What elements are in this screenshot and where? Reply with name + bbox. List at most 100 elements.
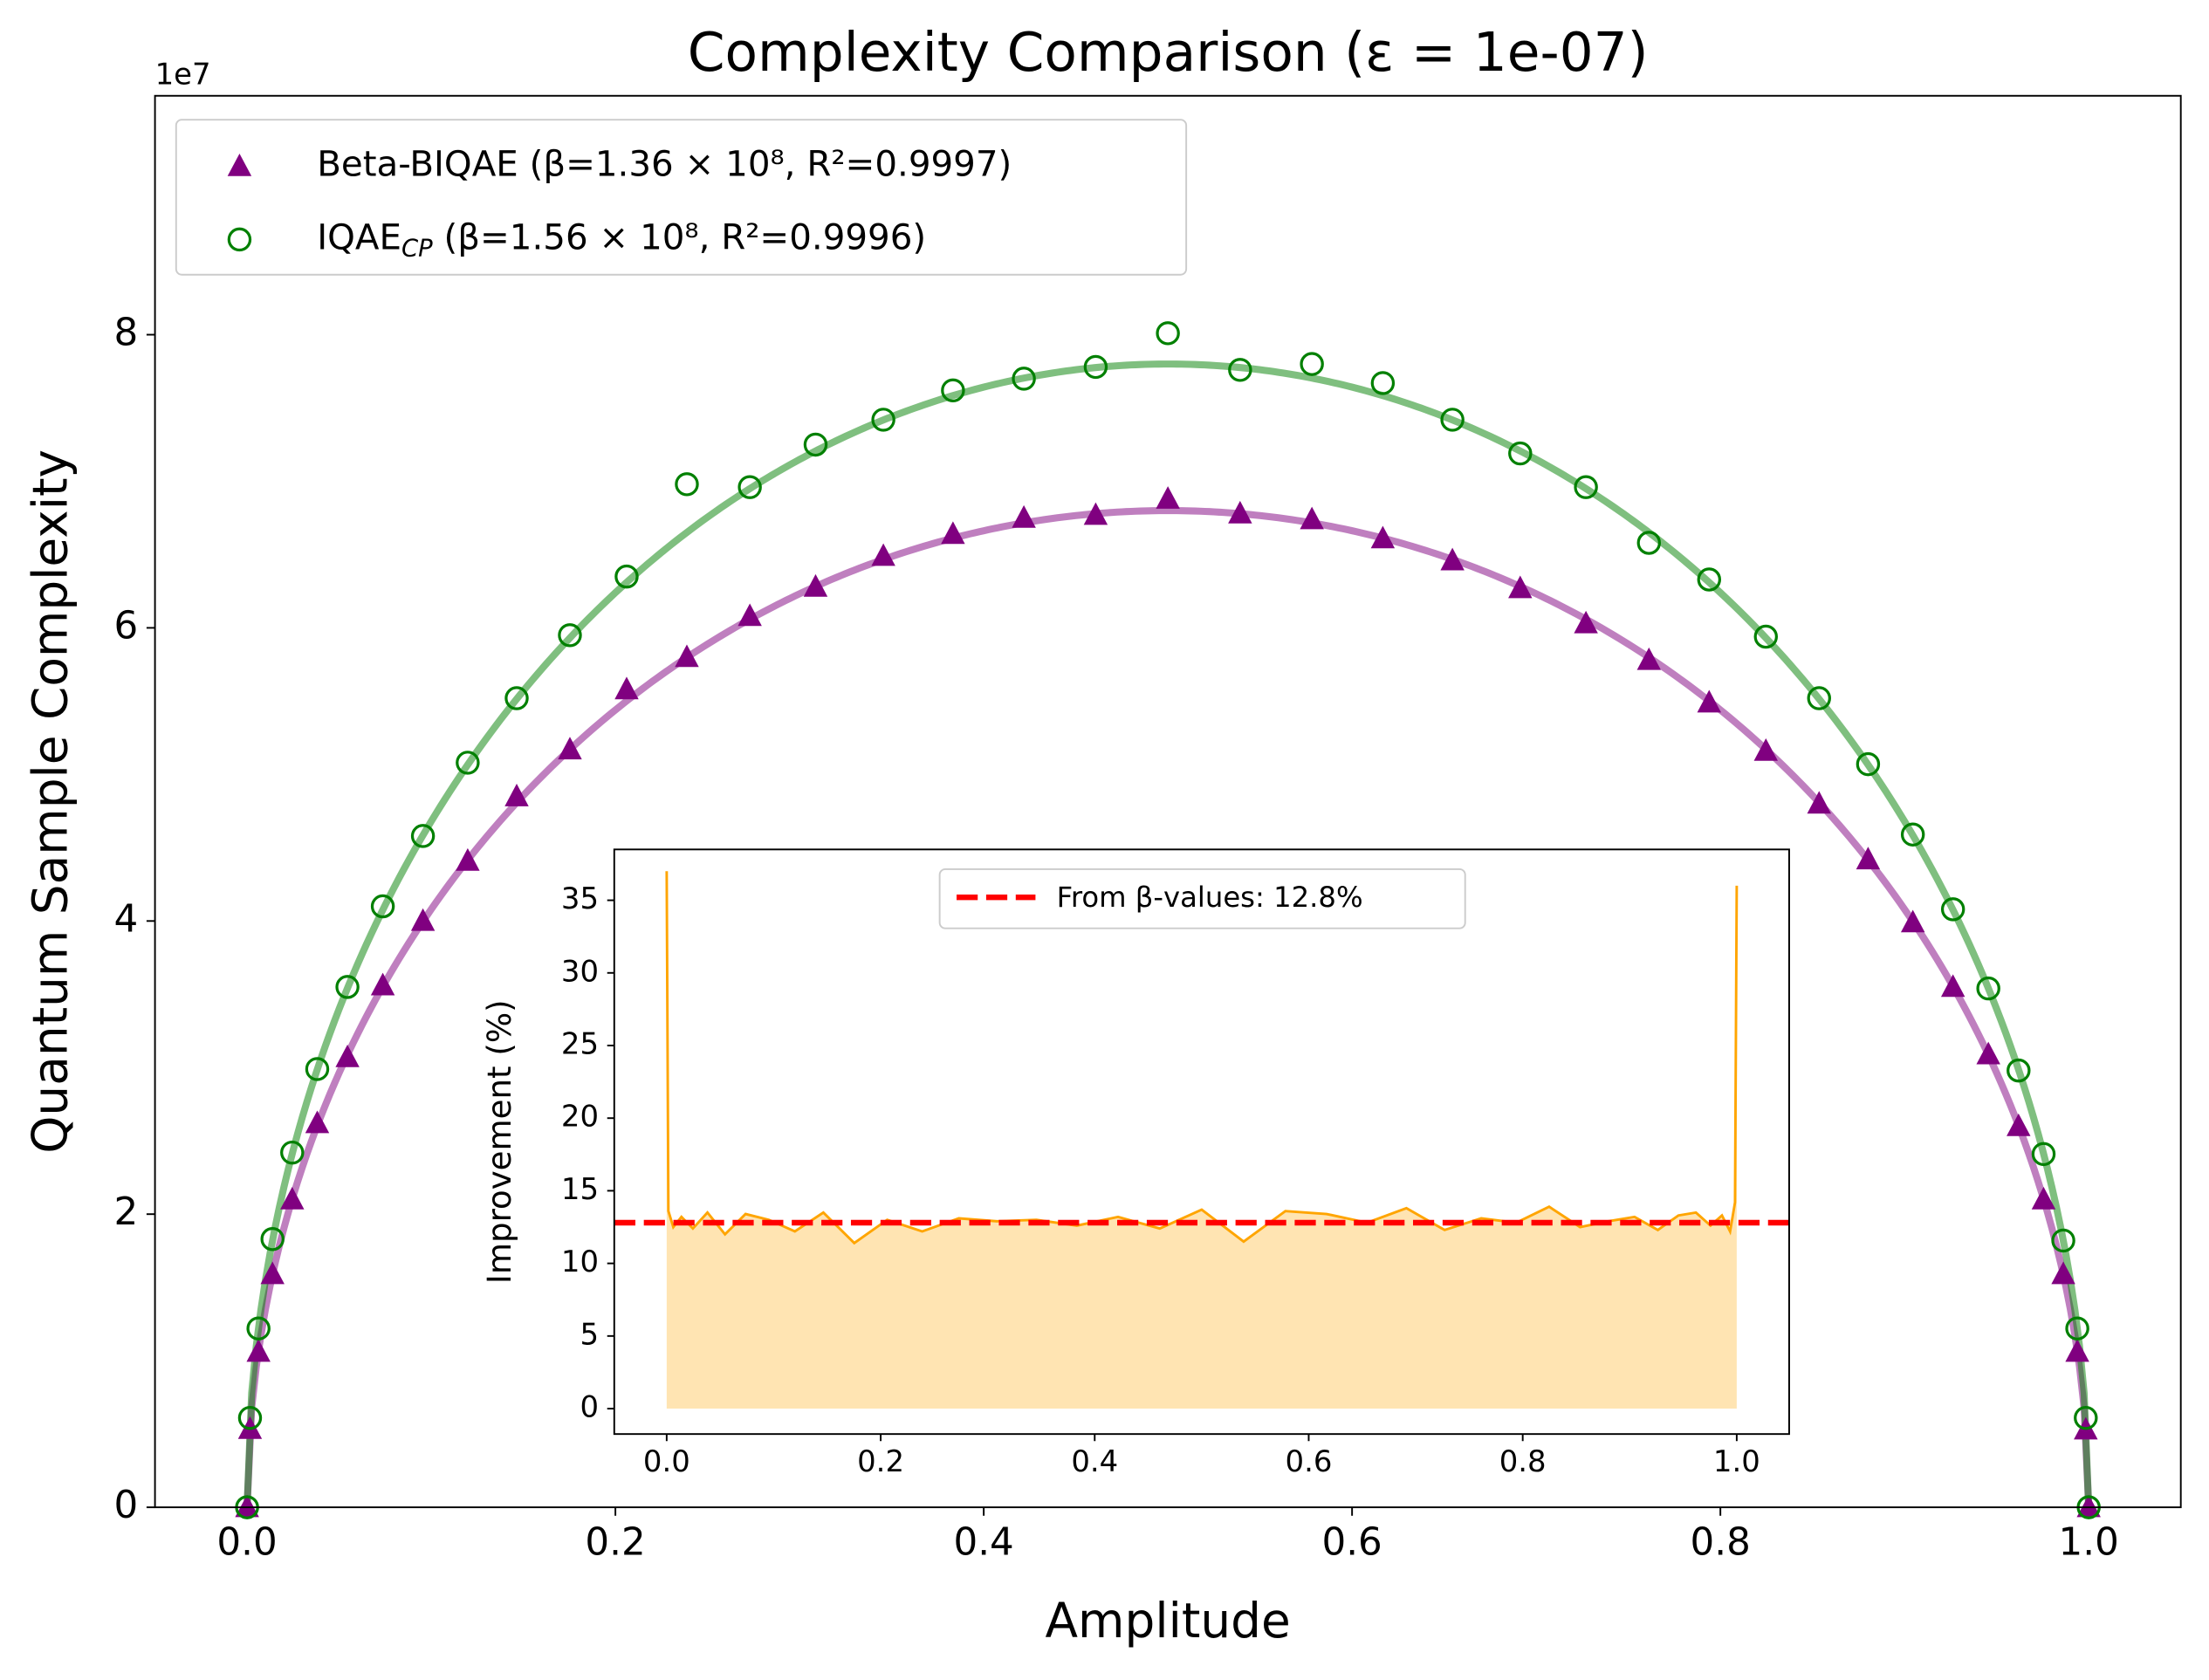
circle-marker <box>1228 358 1252 382</box>
x-tick-label: 0.2 <box>857 1444 904 1478</box>
circle-marker <box>1083 354 1108 380</box>
triangle-marker <box>1228 500 1252 524</box>
triangle-marker <box>335 1044 360 1067</box>
circle-marker <box>2007 1058 2031 1083</box>
circle-marker <box>1636 531 1662 555</box>
triangle-marker <box>456 847 480 871</box>
x-tick-label: 0.6 <box>1286 1444 1333 1478</box>
circle-marker <box>1574 475 1598 499</box>
circle-marker <box>370 894 395 919</box>
legend-box <box>938 867 1466 929</box>
plot-border <box>154 94 2182 1509</box>
triangle-marker <box>737 603 762 627</box>
y-tick-label: 8 <box>113 312 138 355</box>
triangle-marker <box>504 784 529 806</box>
triangle-marker <box>1083 502 1108 525</box>
legend-label: From β-values: 12.8% <box>1057 881 1363 914</box>
y-tick-label: 2 <box>113 1190 138 1234</box>
circle-marker <box>456 751 480 775</box>
triangle-marker <box>1976 1041 2000 1065</box>
circle-marker <box>305 1057 330 1081</box>
triangle-marker <box>1636 647 1662 670</box>
triangle-marker <box>1370 525 1396 549</box>
chart-title: Complexity Comparison (ε = 1e-07) <box>688 22 1649 84</box>
triangle-marker <box>941 521 965 545</box>
circle-marker <box>237 1405 263 1430</box>
circle-marker <box>803 432 828 457</box>
circle-marker <box>280 1140 305 1165</box>
x-tick-label: 0.4 <box>953 1520 1013 1564</box>
y-tick-label: 4 <box>113 897 138 941</box>
triangle-marker <box>280 1186 305 1210</box>
triangle-marker <box>2031 1186 2056 1210</box>
triangle-marker <box>410 908 436 931</box>
x-tick-label: 0.2 <box>585 1520 645 1564</box>
x-tick-label: 0.0 <box>216 1520 277 1564</box>
y-tick-label: 15 <box>561 1172 599 1206</box>
y-tick-label: 30 <box>561 954 599 988</box>
fit-curve <box>244 360 2093 1508</box>
triangle-marker <box>675 644 699 668</box>
circle-marker <box>2065 1316 2089 1341</box>
circle-marker <box>504 686 529 710</box>
x-tick-label: 0.0 <box>643 1444 690 1478</box>
y-offset-label: 1e7 <box>155 58 211 92</box>
plot-area <box>614 849 1789 1435</box>
circle-marker <box>260 1227 285 1251</box>
circle-marker <box>2074 1405 2098 1430</box>
circle-marker <box>1807 686 1831 710</box>
fit-curve <box>244 507 2093 1508</box>
x-tick-label: 0.4 <box>1071 1444 1118 1478</box>
circle-marker <box>675 472 699 497</box>
triangle-marker <box>1508 575 1533 599</box>
triangle-marker <box>370 972 395 996</box>
legend-name: Beta-BIQAE (β=1.36 × 10⁸, R²=0.9997) <box>317 143 1012 184</box>
triangle-marker <box>246 1339 271 1362</box>
circle-marker <box>1753 624 1779 649</box>
circle-marker <box>1012 367 1036 391</box>
circle-marker <box>1940 897 1965 922</box>
triangle-marker <box>1440 547 1465 571</box>
triangle-marker <box>1300 506 1324 530</box>
y-tick-label: 6 <box>113 604 138 648</box>
legend-subscript: CP <box>401 235 433 262</box>
circle-marker <box>1976 976 2000 1001</box>
x-axis-label: Amplitude <box>1046 1593 1291 1649</box>
triangle-marker <box>1807 791 1831 814</box>
y-tick-label: 10 <box>561 1245 599 1279</box>
circle-marker <box>1900 822 1925 847</box>
x-tick-label: 0.8 <box>1691 1520 1751 1564</box>
circle-marker <box>2031 1142 2056 1167</box>
triangle-marker <box>1574 610 1598 634</box>
y-axis-label: Improvement (%) <box>481 999 518 1284</box>
y-tick-label: 25 <box>561 1026 599 1060</box>
legend-suffix: (β=1.56 × 10⁸, R²=0.9996) <box>433 216 926 257</box>
legend-marker <box>227 227 252 252</box>
circle-marker <box>1440 408 1465 432</box>
triangle-marker <box>803 573 828 597</box>
y-axis-label: Quantum Sample Complexity <box>22 449 78 1154</box>
y-tick-label: 20 <box>561 1100 599 1134</box>
legend-label: Beta-BIQAE (β=1.36 × 10⁸, R²=0.9997) <box>317 143 1012 184</box>
triangle-marker <box>1156 486 1180 509</box>
y-tick-label: 5 <box>580 1317 599 1351</box>
circle-marker <box>1370 371 1396 395</box>
triangle-marker <box>1012 504 1036 528</box>
circle-marker <box>871 408 895 432</box>
legend-box <box>175 119 1188 276</box>
y-tick-label: 35 <box>561 881 599 915</box>
triangle-marker <box>1753 737 1779 761</box>
triangle-marker <box>614 676 639 700</box>
y-tick-label: 0 <box>580 1390 599 1424</box>
circle-marker <box>410 824 436 848</box>
triangle-marker <box>2051 1261 2075 1285</box>
triangle-marker <box>1900 909 1925 933</box>
triangle-marker <box>2007 1113 2031 1136</box>
legend-label: IQAECP (β=1.56 × 10⁸, R²=0.9996) <box>317 216 926 262</box>
circle-marker <box>737 475 762 499</box>
triangle-marker <box>1940 974 1965 998</box>
x-tick-label: 1.0 <box>1713 1444 1760 1478</box>
triangle-marker <box>305 1110 330 1134</box>
